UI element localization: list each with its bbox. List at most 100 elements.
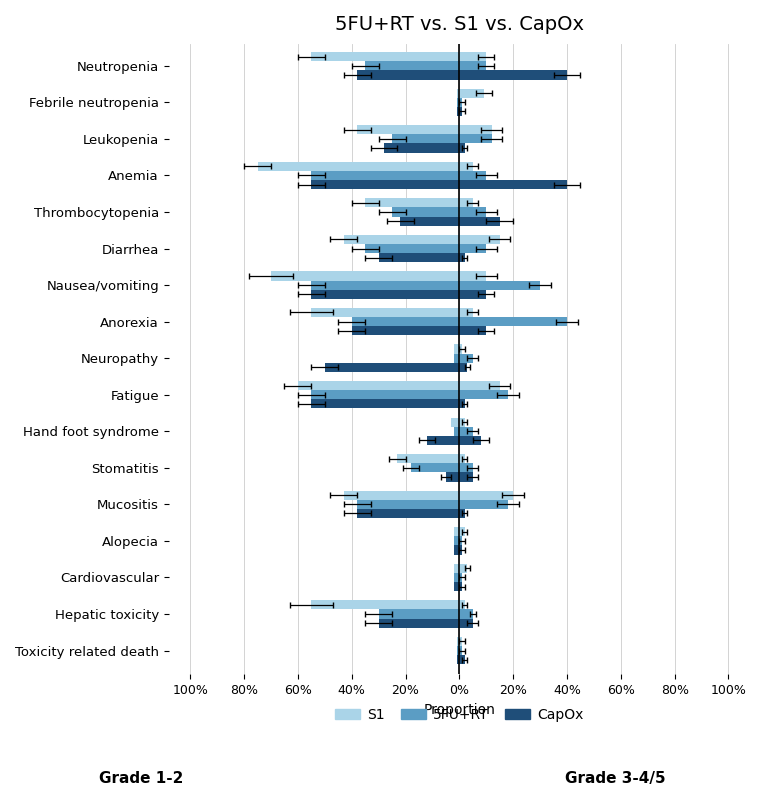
Bar (311, 290, 459, 299)
Bar (459, 308, 473, 317)
Bar (311, 52, 459, 61)
Bar (454, 537, 459, 545)
Bar (459, 545, 462, 554)
Bar (459, 427, 473, 436)
Legend: S1, 5FU+RT, CapOx: S1, 5FU+RT, CapOx (330, 702, 589, 727)
Bar (454, 427, 459, 436)
Text: Grade 3-4/5: Grade 3-4/5 (565, 771, 666, 787)
Bar (459, 582, 462, 591)
Bar (459, 235, 500, 244)
Bar (459, 655, 465, 664)
Bar (459, 417, 465, 427)
Bar (451, 417, 459, 427)
Bar (459, 199, 473, 207)
Bar (459, 618, 473, 628)
Bar (311, 390, 459, 399)
Bar (298, 381, 459, 390)
Bar (457, 637, 459, 646)
Bar (459, 171, 487, 180)
Bar (459, 637, 462, 646)
Bar (459, 436, 481, 445)
Bar (454, 573, 459, 582)
Bar (343, 491, 459, 500)
Bar (400, 216, 459, 226)
Bar (459, 564, 467, 573)
Bar (457, 655, 459, 664)
Text: Grade 1-2: Grade 1-2 (99, 771, 184, 787)
Bar (459, 143, 465, 153)
Bar (459, 527, 465, 537)
Bar (365, 199, 459, 207)
Bar (357, 125, 459, 135)
Bar (459, 399, 465, 409)
Bar (352, 317, 459, 326)
Bar (459, 317, 567, 326)
Bar (459, 363, 467, 372)
Bar (379, 610, 459, 618)
Bar (459, 463, 473, 473)
Bar (379, 253, 459, 262)
Bar (454, 353, 459, 363)
Bar (457, 646, 459, 655)
Bar (454, 545, 459, 554)
Bar (411, 463, 459, 473)
Bar (311, 280, 459, 290)
Bar (459, 162, 473, 171)
Bar (392, 135, 459, 143)
Bar (459, 390, 508, 399)
Bar (311, 171, 459, 180)
Bar (311, 308, 459, 317)
Bar (459, 61, 487, 70)
Bar (459, 381, 500, 390)
Bar (454, 344, 459, 353)
Bar (459, 344, 462, 353)
Bar (311, 399, 459, 409)
Bar (459, 98, 462, 107)
Bar (459, 646, 462, 655)
Bar (454, 582, 459, 591)
Title: 5FU+RT vs. S1 vs. CapOx: 5FU+RT vs. S1 vs. CapOx (335, 15, 584, 34)
Bar (459, 491, 513, 500)
Bar (457, 89, 459, 98)
Bar (384, 143, 459, 153)
Bar (398, 454, 459, 463)
Bar (459, 509, 465, 518)
Bar (459, 135, 492, 143)
Bar (379, 618, 459, 628)
Bar (459, 573, 462, 582)
Bar (459, 454, 465, 463)
Bar (459, 244, 487, 253)
Bar (459, 180, 567, 189)
Bar (459, 216, 500, 226)
Bar (343, 235, 459, 244)
Bar (454, 564, 459, 573)
Bar (311, 600, 459, 610)
X-axis label: Proportion: Proportion (423, 702, 495, 717)
Bar (459, 610, 473, 618)
Bar (258, 162, 459, 171)
Bar (459, 89, 483, 98)
Bar (271, 272, 459, 280)
Bar (365, 61, 459, 70)
Bar (459, 473, 473, 481)
Bar (365, 244, 459, 253)
Bar (459, 253, 465, 262)
Bar (459, 207, 487, 216)
Bar (357, 500, 459, 509)
Bar (392, 207, 459, 216)
Bar (459, 280, 540, 290)
Bar (459, 107, 462, 116)
Bar (459, 537, 462, 545)
Bar (459, 290, 487, 299)
Bar (459, 326, 487, 336)
Bar (459, 125, 492, 135)
Bar (459, 272, 487, 280)
Bar (459, 500, 508, 509)
Bar (357, 509, 459, 518)
Bar (357, 70, 459, 79)
Bar (446, 473, 459, 481)
Bar (352, 326, 459, 336)
Bar (454, 527, 459, 537)
Bar (459, 70, 567, 79)
Bar (457, 107, 459, 116)
